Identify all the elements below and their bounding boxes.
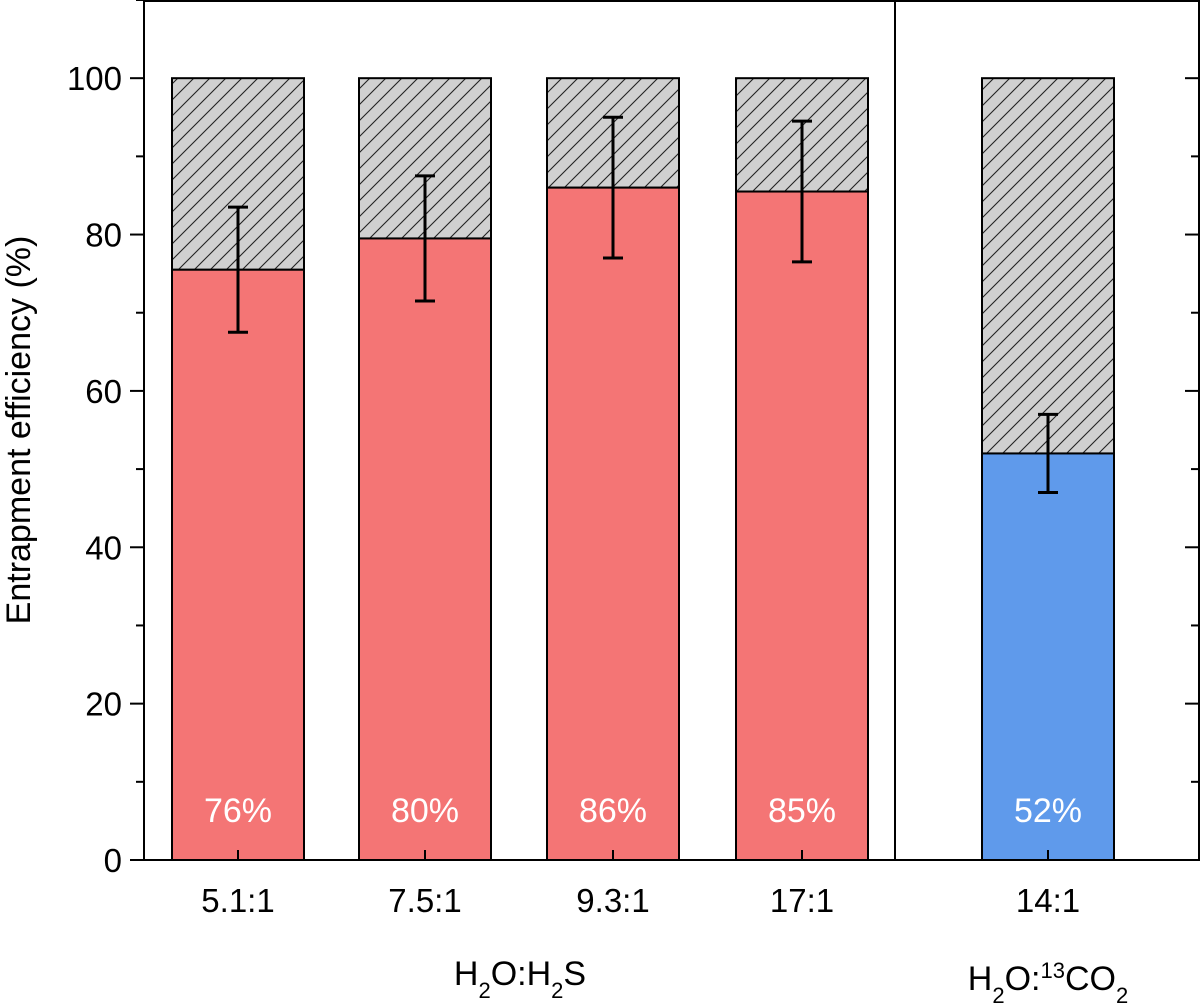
group-label-h2o-13co2: H2O:13CO2 bbox=[968, 958, 1128, 1004]
y-tick-label: 100 bbox=[67, 60, 122, 97]
bar-value-label: 86% bbox=[579, 792, 647, 830]
plot-frame bbox=[143, 0, 1200, 861]
y-tick-label: 40 bbox=[85, 529, 122, 566]
y-tick-label: 60 bbox=[85, 373, 122, 410]
y-tick-label: 0 bbox=[104, 842, 122, 879]
bar-remainder bbox=[981, 77, 1115, 455]
y-axis-title: Entrapment efficiency (%) bbox=[0, 236, 38, 625]
x-tick-label: 17:1 bbox=[770, 882, 834, 919]
y-tick-label: 20 bbox=[85, 686, 122, 723]
bar bbox=[171, 268, 305, 861]
bar bbox=[546, 186, 680, 862]
x-tick-label: 14:1 bbox=[1016, 882, 1080, 919]
bar-value-label: 76% bbox=[204, 792, 272, 830]
bar bbox=[358, 237, 492, 862]
bar-value-label: 80% bbox=[391, 792, 459, 830]
x-tick-label: 7.5:1 bbox=[388, 882, 461, 919]
bar-value-label: 52% bbox=[1014, 792, 1082, 830]
x-tick-label: 5.1:1 bbox=[201, 882, 274, 919]
x-tick-label: 9.3:1 bbox=[576, 882, 649, 919]
group-label-h2o-h2s: H2O:H2S bbox=[454, 955, 586, 1003]
bar bbox=[735, 190, 869, 861]
y-tick-label: 80 bbox=[85, 217, 122, 254]
bar-value-label: 85% bbox=[768, 792, 836, 830]
